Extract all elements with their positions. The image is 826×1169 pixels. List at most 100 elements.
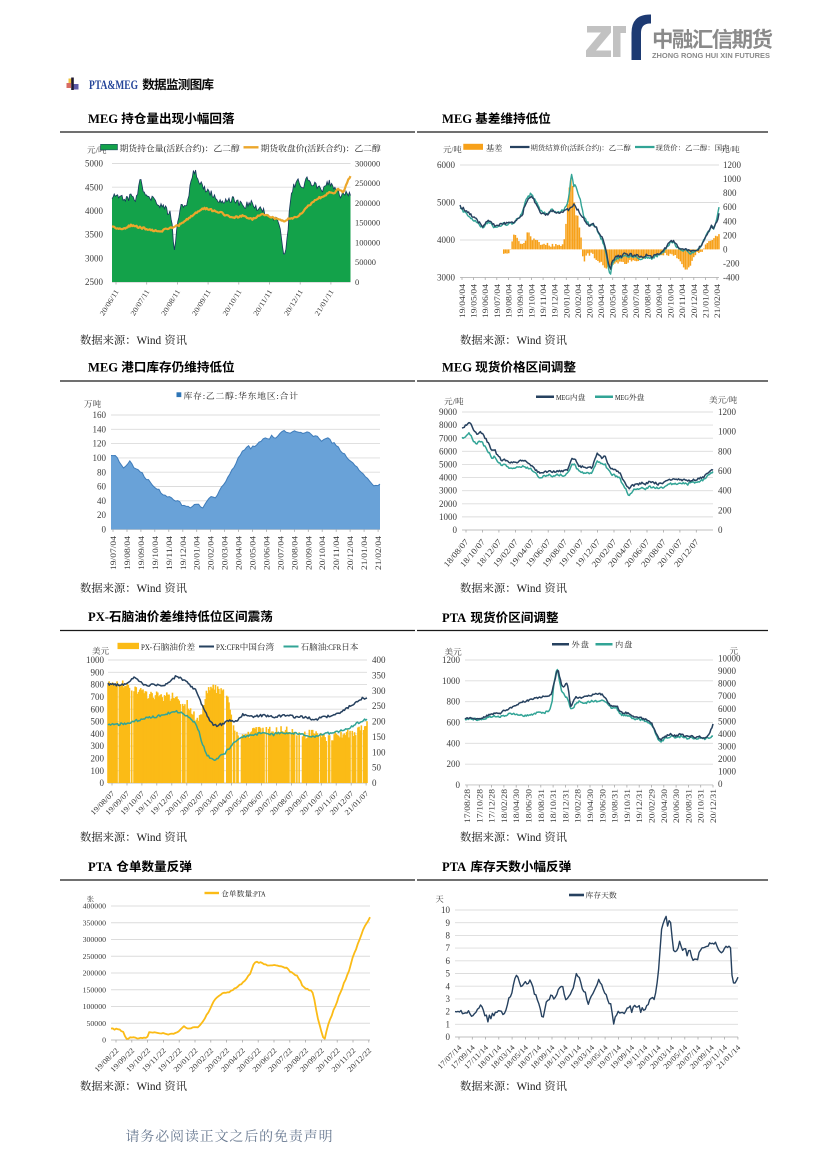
- svg-text:900: 900: [91, 667, 105, 677]
- svg-text:20/05/04: 20/05/04: [608, 283, 618, 318]
- svg-text::CFR: :CFR: [326, 642, 341, 652]
- svg-text:20/07/04: 20/07/04: [631, 283, 641, 318]
- svg-text:4500: 4500: [85, 182, 104, 192]
- svg-text:21/01/04: 21/01/04: [359, 535, 369, 570]
- svg-text:400: 400: [723, 216, 737, 226]
- svg-text:400: 400: [447, 738, 461, 748]
- svg-text:700: 700: [91, 692, 105, 702]
- svg-text:3000: 3000: [437, 273, 456, 283]
- svg-text:6000: 6000: [718, 704, 737, 714]
- svg-text:19/09/04: 19/09/04: [136, 535, 146, 570]
- svg-text:200: 200: [447, 759, 461, 769]
- svg-text:4: 4: [446, 981, 451, 991]
- svg-text:10000: 10000: [718, 654, 741, 664]
- svg-text:20/06/04: 20/06/04: [619, 283, 629, 318]
- svg-text::: :: [276, 391, 279, 401]
- svg-text:300000: 300000: [83, 935, 106, 944]
- svg-text:400: 400: [718, 486, 732, 496]
- svg-text:1000: 1000: [723, 174, 742, 184]
- svg-text:1000: 1000: [442, 676, 461, 686]
- svg-text:200: 200: [372, 717, 386, 727]
- svg-text:Wind: Wind: [517, 583, 542, 595]
- svg-text:19/07/04: 19/07/04: [492, 283, 502, 318]
- svg-text:200: 200: [718, 505, 732, 515]
- svg-text:7: 7: [446, 943, 451, 953]
- svg-text:ZHONG RONG HUI XIN FUTURES: ZHONG RONG HUI XIN FUTURES: [652, 51, 770, 60]
- svg-text:2000: 2000: [439, 499, 458, 509]
- svg-text:20/04/30: 20/04/30: [659, 789, 669, 823]
- svg-text:100: 100: [93, 453, 107, 463]
- svg-text:18/08/31: 18/08/31: [536, 789, 546, 823]
- svg-text:40: 40: [97, 496, 107, 506]
- svg-text:9000: 9000: [718, 666, 737, 676]
- svg-text:5000: 5000: [439, 460, 458, 470]
- svg-text:400: 400: [91, 729, 105, 739]
- svg-text:5: 5: [446, 969, 451, 979]
- svg-text:18/12/31: 18/12/31: [560, 789, 570, 823]
- svg-text:8000: 8000: [439, 420, 458, 430]
- svg-text:400: 400: [372, 655, 386, 665]
- svg-text:120: 120: [93, 439, 107, 449]
- svg-text:50: 50: [372, 763, 382, 773]
- svg-text:Wind: Wind: [137, 583, 162, 595]
- svg-text:21/01/04: 21/01/04: [700, 283, 710, 318]
- svg-text:600: 600: [723, 202, 737, 212]
- svg-text:800: 800: [723, 188, 737, 198]
- svg-text:): ): [599, 144, 602, 153]
- svg-text:(: (: [164, 144, 167, 154]
- svg-text:/: /: [96, 145, 99, 155]
- svg-text:19/06/04: 19/06/04: [480, 283, 490, 318]
- svg-text:20/04/04: 20/04/04: [234, 535, 244, 570]
- svg-text:MEG: MEG: [442, 112, 472, 126]
- svg-text:1200: 1200: [442, 655, 461, 665]
- svg-text::: :: [235, 391, 238, 401]
- svg-text:PTA: PTA: [442, 860, 466, 874]
- svg-text:300000: 300000: [355, 159, 380, 168]
- svg-text:): ): [343, 144, 346, 154]
- svg-text:20/10/04: 20/10/04: [317, 535, 327, 570]
- svg-text:Wind: Wind: [517, 832, 542, 844]
- svg-text:0: 0: [102, 524, 107, 534]
- svg-text:20/02/29: 20/02/29: [647, 789, 657, 823]
- svg-text:PTA&MEG: PTA&MEG: [89, 77, 138, 92]
- svg-text::PTA: :PTA: [252, 890, 266, 899]
- svg-text:19/12/04: 19/12/04: [178, 535, 188, 570]
- svg-text:160: 160: [93, 410, 107, 420]
- svg-text:60: 60: [97, 482, 107, 492]
- svg-text:600: 600: [447, 718, 461, 728]
- svg-text:0: 0: [723, 244, 728, 254]
- svg-text:200000: 200000: [83, 969, 106, 978]
- svg-text:400000: 400000: [83, 902, 106, 911]
- svg-text:20/10/04: 20/10/04: [666, 283, 676, 318]
- svg-text:1000: 1000: [86, 655, 105, 665]
- svg-text:/: /: [726, 395, 729, 405]
- svg-text:19/10/04: 19/10/04: [150, 535, 160, 570]
- svg-text:7000: 7000: [718, 691, 737, 701]
- svg-text:3500: 3500: [85, 230, 104, 240]
- svg-text:MEG: MEG: [442, 361, 472, 375]
- svg-text:20/08/31: 20/08/31: [683, 789, 693, 823]
- svg-text:Wind: Wind: [137, 335, 162, 347]
- svg-text:4000: 4000: [85, 206, 104, 216]
- svg-text:350000: 350000: [83, 918, 106, 927]
- svg-text:20/04/04: 20/04/04: [596, 283, 606, 318]
- svg-text:19/04/30: 19/04/30: [585, 789, 595, 823]
- svg-text:PTA: PTA: [88, 860, 112, 874]
- svg-text:MEG: MEG: [88, 361, 118, 375]
- svg-text:0: 0: [718, 525, 723, 535]
- svg-text::: :: [203, 391, 206, 401]
- svg-text:19/10/04: 19/10/04: [527, 283, 537, 318]
- svg-text:PTA: PTA: [442, 611, 466, 625]
- svg-text:300: 300: [91, 741, 105, 751]
- svg-text:50000: 50000: [355, 258, 376, 267]
- svg-text:20/06/30: 20/06/30: [671, 789, 681, 823]
- svg-text:/: /: [451, 146, 453, 155]
- svg-text:250000: 250000: [355, 179, 380, 188]
- svg-text:100: 100: [372, 747, 386, 757]
- svg-text:1000: 1000: [718, 767, 737, 777]
- svg-text:250: 250: [372, 701, 386, 711]
- svg-text:20: 20: [97, 510, 107, 520]
- svg-text:8000: 8000: [718, 679, 737, 689]
- svg-text:2500: 2500: [85, 277, 104, 287]
- svg-text:19/07/04: 19/07/04: [108, 535, 118, 570]
